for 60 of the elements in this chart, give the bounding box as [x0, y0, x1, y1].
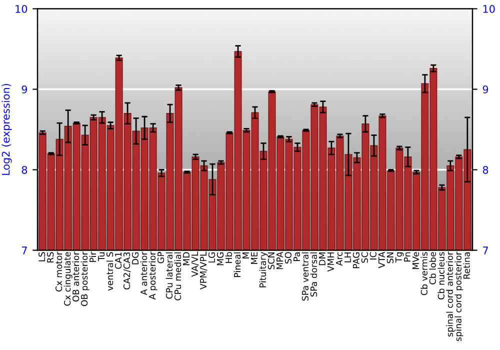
x-tick-label: CA1	[114, 252, 122, 269]
x-tick-label: VMH	[328, 252, 334, 272]
x-tick-label: SC	[361, 252, 368, 263]
x-tick-label: CA2/CA3	[123, 252, 131, 290]
x-tick-label: DM	[319, 252, 326, 266]
x-tick-label: MD	[183, 252, 190, 266]
x-tick-label: M	[242, 252, 249, 258]
x-tick-label: Arc	[336, 252, 342, 266]
y-tick-label: 7	[22, 246, 27, 254]
x-tick-label: VPM/VPL	[200, 252, 208, 290]
x-tick-label: MG	[216, 252, 224, 266]
y2-tick-label: 8	[482, 166, 488, 174]
x-tick-label: Tg	[395, 252, 404, 263]
x-tick-label: DG	[132, 252, 139, 264]
x-tick-label: ventral S	[106, 252, 114, 291]
x-tick-label: GP	[157, 252, 164, 264]
x-tick-label: Pineal	[234, 252, 241, 278]
x-tick-label: Pn	[404, 252, 410, 262]
x-tick-label: SPa dorsal	[310, 252, 318, 296]
x-tick-label: A posterior	[148, 252, 158, 300]
x-tick-label: SCN	[268, 252, 275, 270]
x-tick-label: OB posterior	[80, 252, 90, 306]
x-tick-label: IC	[370, 252, 376, 260]
y2-tick-label: 10	[483, 4, 495, 13]
x-tick-label: CPu medial	[174, 252, 182, 300]
x-tick-label: Retina	[463, 252, 470, 279]
x-tick-label: SN	[386, 252, 394, 264]
x-tick-label: Cx cingulate	[64, 252, 72, 306]
x-tick-label: CPu lateral	[166, 252, 173, 299]
x-tick-label: VA/VL	[192, 252, 199, 277]
y-tick-label: 10	[16, 4, 28, 13]
y-tick-label: 8	[22, 166, 28, 174]
x-tick-label: Pa	[294, 252, 300, 262]
x-tick-label: MVe	[412, 252, 419, 270]
x-tick-label: VTA	[378, 252, 385, 268]
y2-tick-label: 9	[482, 85, 488, 94]
x-tick-label: Cb nucleus	[438, 252, 444, 300]
x-tick-label: Cb vermis	[420, 252, 428, 296]
x-tick-label: LH	[344, 252, 351, 262]
x-tick-label: PAG	[352, 252, 360, 268]
x-tick-label: MPA	[276, 252, 283, 270]
y-tick-label: 9	[22, 85, 28, 94]
y2-tick-label: 7	[483, 246, 488, 254]
x-tick-label: ME	[251, 252, 258, 264]
x-tick-label: SPa ventral	[302, 252, 309, 301]
x-tick-label: SO	[284, 252, 292, 264]
x-tick-label: Pituitary	[259, 252, 268, 288]
x-tick-label: OB anterior	[72, 252, 80, 302]
x-tick-label: RS	[47, 252, 54, 262]
x-tick-label: spinal cord posterior	[454, 252, 464, 342]
x-tick-label: Pir	[89, 252, 96, 262]
x-tick-label: LG	[208, 252, 216, 262]
x-tick-label: Hb	[225, 252, 232, 263]
x-tick-label: Tu	[98, 252, 105, 262]
x-tick-label: A anterior	[140, 252, 148, 296]
x-tick-label: spinal cord anterior	[446, 252, 455, 336]
x-tick-label: Cb lobe	[429, 252, 436, 284]
x-tick-label: LS	[38, 252, 46, 262]
y-axis-title: Log2 (expression)	[2, 84, 12, 175]
x-tick-label: Cx motor	[56, 252, 62, 292]
